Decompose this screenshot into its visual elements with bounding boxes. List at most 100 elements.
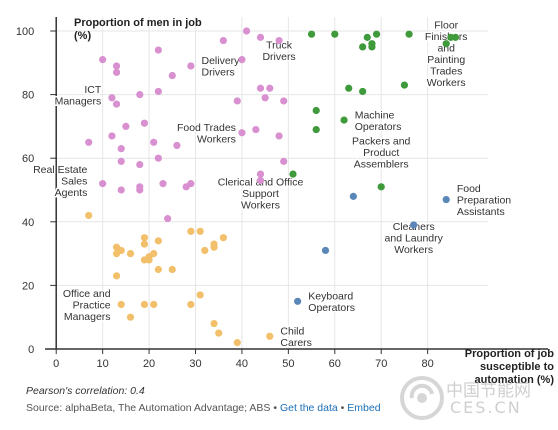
annotation-line: Assistants [457, 206, 505, 218]
annotation-line: Food Trades [177, 122, 236, 134]
data-point-pink [117, 145, 125, 153]
data-point-orange [210, 319, 218, 328]
annotation-line: Operators [308, 302, 355, 314]
data-point-orange [201, 246, 209, 255]
data-point-pink [238, 56, 246, 64]
point-annotation: Keyboard Operators [308, 291, 355, 315]
x-tick-label: 0 [53, 358, 59, 370]
data-point-pink [164, 215, 172, 223]
source-line: Source: alphaBeta, The Automation Advant… [26, 402, 381, 414]
data-point-pink [256, 176, 265, 185]
data-point-pink [238, 129, 246, 137]
data-point-pink [108, 132, 116, 140]
data-point-green [442, 40, 450, 48]
data-point-pink [159, 180, 167, 188]
data-point-blue [410, 221, 418, 229]
annotation-line: Preparation [457, 195, 511, 207]
data-point-pink [150, 138, 158, 146]
point-annotation: Delivery Drivers [202, 55, 241, 79]
annotation-line: Workers [427, 77, 466, 89]
point-annotation: Truck Drivers [262, 39, 295, 63]
y-axis-title: Proportion of men in job (%) [74, 17, 202, 42]
annotation-line: Packers and [352, 135, 411, 147]
data-point-pink [122, 122, 130, 130]
y-tick-label: 40 [22, 217, 34, 229]
data-point-orange [145, 256, 153, 264]
get-data-link[interactable]: Get the data [279, 402, 338, 414]
site-watermark: 中国节能网 CES.CN [398, 374, 548, 422]
point-annotation: Child Carers [280, 326, 312, 350]
data-point-orange [117, 300, 125, 309]
separator: • [273, 402, 278, 414]
data-point-orange [210, 240, 218, 248]
data-point-orange [112, 250, 121, 258]
data-point-pink [187, 62, 195, 70]
axes: 0 20 40 60 80 100 0 10 20 30 40 50 60 70 80 [16, 17, 548, 370]
data-point-orange [85, 211, 93, 220]
data-point-pink [256, 170, 265, 178]
x-tick-label: 40 [236, 358, 248, 370]
y-tick-label: 80 [22, 90, 34, 102]
y-tick-label: 100 [16, 26, 34, 38]
point-annotation: Packers and Product Assemblers [352, 135, 411, 170]
data-point-orange [126, 250, 135, 258]
annotation-line: Workers [394, 244, 433, 256]
annotation-line: Drivers [262, 51, 295, 63]
data-point-orange [219, 234, 227, 242]
data-point-pink [252, 125, 260, 134]
annotation-line: Practice [73, 299, 111, 311]
data-point-orange [187, 300, 195, 309]
x-tick-label: 30 [189, 358, 201, 370]
data-point-pink [275, 132, 283, 140]
watermark-cn-text: 中国节能网 [446, 381, 531, 401]
x-tick-label: 20 [143, 358, 155, 370]
annotation-line: Delivery [202, 55, 241, 67]
data-point-orange [140, 240, 149, 248]
data-point-pink [256, 84, 265, 92]
correlation-note: Pearson's correlation: 0.4 [26, 385, 145, 397]
annotation-line: Trades [430, 66, 462, 78]
data-point-green [451, 33, 460, 41]
annotation-line: Child [280, 326, 304, 338]
annotation-line: Agents [55, 187, 88, 199]
point-annotation: ICT Managers [55, 84, 102, 108]
data-point-pink [275, 36, 283, 45]
data-point-pink [280, 157, 288, 165]
data-point-pink [117, 186, 125, 194]
data-point-orange [112, 272, 121, 280]
data-point-pink [266, 84, 274, 92]
data-point-green [312, 106, 320, 115]
data-point-orange [140, 300, 149, 309]
x-tick-label: 50 [282, 358, 294, 370]
data-point-blue [442, 195, 450, 204]
annotation-line: Food [457, 183, 481, 195]
data-point-pink [136, 160, 144, 169]
data-point-green [368, 43, 376, 51]
y-tick-label: 20 [22, 280, 34, 292]
data-point-green [345, 84, 353, 92]
data-point-blue [321, 246, 330, 255]
watermark-logo-icon [400, 376, 444, 420]
data-point-pink [256, 33, 265, 41]
annotation-line: Sales [61, 175, 87, 187]
source-text: Source: alphaBeta, The Automation Advant… [26, 402, 271, 414]
data-point-orange [140, 234, 149, 242]
data-point-green [363, 33, 371, 41]
data-point-pink [108, 94, 116, 102]
data-point-pink [219, 36, 227, 45]
data-point-pink [233, 97, 241, 105]
data-point-blue [294, 297, 302, 305]
annotation-line: Carers [280, 337, 312, 349]
data-point-green [359, 87, 367, 96]
point-annotation: Floor Finishers and Painting Trades Workers [425, 20, 468, 90]
annotation-line: Support [242, 188, 279, 200]
data-point-orange [266, 332, 274, 340]
embed-link[interactable]: Embed [347, 402, 381, 414]
data-point-pink [112, 62, 121, 70]
annotation-line: Office and [63, 288, 111, 300]
data-point-orange [196, 227, 204, 235]
x-axis-title: Proportion of job susceptible to automat… [464, 348, 554, 386]
